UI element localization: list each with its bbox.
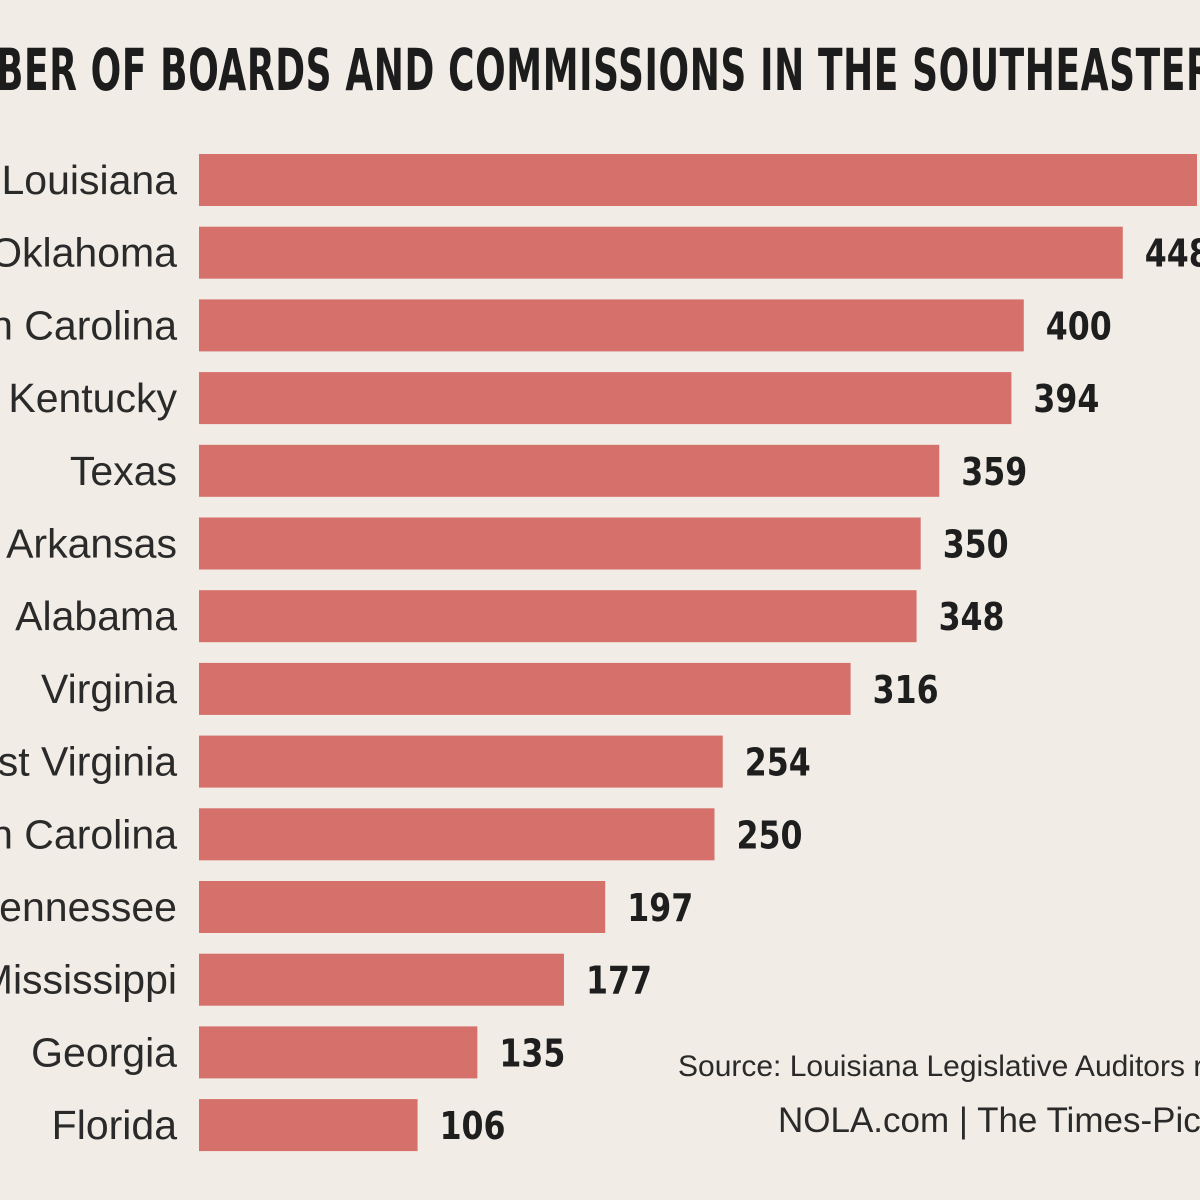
category-label: Texas: [70, 448, 177, 494]
category-label: Virginia: [41, 666, 177, 712]
value-label: 348: [939, 595, 1005, 639]
bar-6: [199, 590, 917, 643]
category-label: n Carolina: [0, 811, 177, 857]
chart-title: BER OF BOARDS AND COMMISSIONS IN THE SOU…: [0, 36, 1200, 104]
value-label: 135: [499, 1031, 565, 1075]
bar-8: [199, 735, 723, 788]
category-label: ennessee: [0, 884, 177, 930]
value-label: 177: [586, 959, 652, 1003]
value-label: 250: [736, 813, 802, 857]
category-label: Georgia: [31, 1029, 177, 1075]
bar-11: [199, 953, 564, 1006]
value-label: 400: [1046, 304, 1112, 348]
bar-3: [199, 372, 1012, 425]
value-label: 394: [1033, 377, 1099, 421]
category-label: Oklahoma: [0, 230, 177, 276]
category-label: Louisiana: [1, 157, 177, 203]
bar-13: [199, 1099, 418, 1152]
value-label: 254: [745, 741, 811, 785]
bar-7: [199, 662, 851, 715]
bar-4: [199, 444, 940, 497]
category-label: Florida: [52, 1102, 178, 1148]
source-note: Source: Louisiana Legislative Auditors r: [678, 1050, 1200, 1083]
bar-1: [199, 226, 1123, 279]
category-label: Mississippi: [0, 957, 177, 1003]
bar-5: [199, 517, 921, 570]
value-label: 197: [627, 886, 693, 930]
value-label: 359: [961, 450, 1027, 494]
category-label: Kentucky: [8, 375, 177, 421]
credit-note: NOLA.com | The Times-Pica: [778, 1101, 1200, 1140]
bar-9: [199, 808, 715, 861]
bar-10: [199, 881, 606, 933]
category-label: Alabama: [15, 593, 177, 639]
category-label: st Virginia: [0, 739, 177, 785]
category-label: Arkansas: [6, 521, 177, 567]
bar-0: [199, 154, 1197, 206]
bar-2: [199, 299, 1024, 352]
value-label: 448: [1145, 232, 1200, 276]
value-label: 106: [440, 1104, 506, 1148]
category-label: n Carolina: [0, 302, 177, 348]
bar-12: [199, 1026, 478, 1079]
value-label: 350: [943, 523, 1009, 567]
value-label: 316: [873, 668, 939, 712]
